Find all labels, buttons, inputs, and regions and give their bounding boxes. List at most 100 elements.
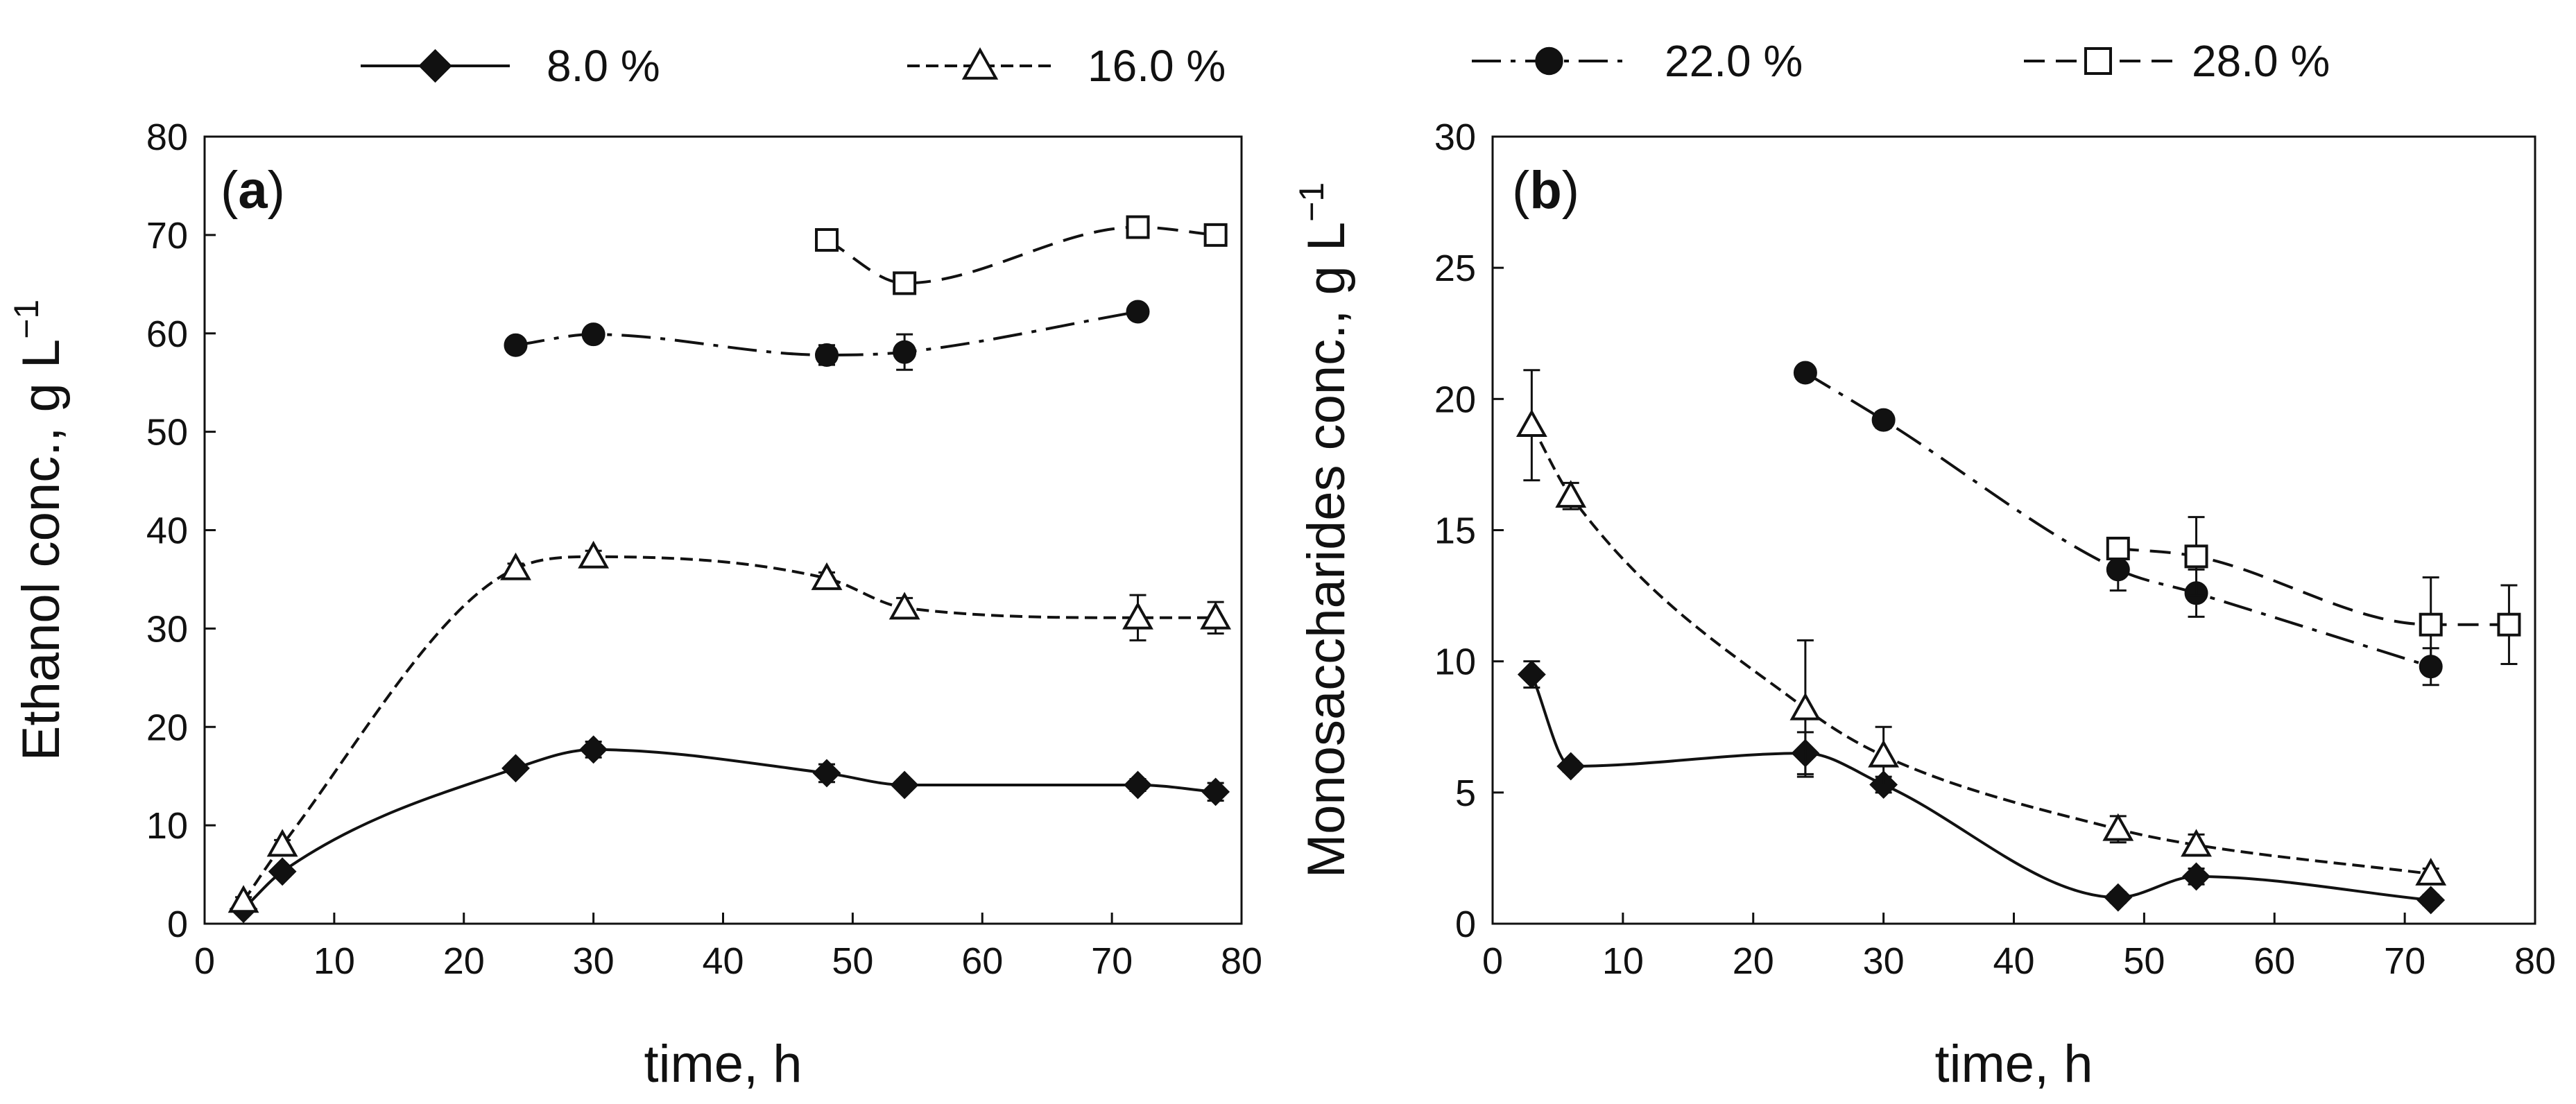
panel-b-series-s16	[1515, 369, 2447, 886]
panel-b-x-tick-label: 40	[1993, 940, 2034, 982]
panel-a-series-s16-point	[1122, 601, 1153, 630]
panel-b-y-tick-label: 5	[1455, 773, 1476, 814]
panel-a-y-tick-label: 80	[146, 117, 188, 158]
panel-a-y-tick-label: 20	[146, 707, 188, 748]
panel-b-plot-frame	[1491, 135, 2536, 925]
panel-a-y-tick-label: 0	[167, 904, 188, 945]
panel-a-series-s8-point	[812, 759, 841, 788]
panel-b-x-tick-label: 50	[2123, 940, 2165, 982]
panel-a-y-tick-label: 50	[146, 412, 188, 454]
panel-a-x-tick-label: 50	[832, 940, 873, 982]
panel-b-y-tick-label: 20	[1434, 379, 1476, 420]
panel-b-y-axis-title-text: Monosaccharides conc., g L	[1297, 222, 1356, 878]
legend-item-s22-label: 22.0 %	[1665, 36, 1803, 86]
panel-b-x-tick-label: 20	[1733, 940, 1774, 982]
panel-a-label-letter: a	[238, 161, 268, 220]
panel-b-series-s8-point	[1517, 660, 1546, 689]
panel-a-x-tick-label: 70	[1091, 940, 1133, 982]
panel-b-series-s8-point	[2104, 883, 2133, 912]
panel-b-x-tick-label: 80	[2514, 940, 2556, 982]
legend-item-s16-marker	[961, 47, 999, 80]
panel-b-series-s8-point	[2416, 886, 2446, 915]
panel-b-x-tick-label: 0	[1482, 940, 1503, 982]
panel-b-x-axis-title: time, h	[1934, 1035, 2093, 1094]
panel-a-series-s8-point	[579, 735, 608, 764]
panel-a-label: (a)	[221, 161, 285, 220]
panel-a-series-s16-point	[578, 540, 610, 569]
panel-b-series-s16-point	[2181, 829, 2212, 857]
panel-a-series-s28-point	[893, 271, 917, 295]
panel-b-x-tick-label: 60	[2253, 940, 2295, 982]
panel-a-ethanol-chart: 0 10 20 30 40 50 60 70 80 0 10 20 30 40 50 60 70 80 time, …	[7, 117, 1262, 1094]
panel-b-series-s16-point	[1515, 409, 1547, 437]
panel-a-series-s16-point	[227, 885, 259, 913]
legend-item-s8-label: 8.0 %	[547, 41, 660, 91]
panel-b-series-s16-point	[1555, 480, 1587, 508]
legend-item-s8-marker	[418, 49, 452, 83]
panel-a-series-s22-point	[504, 333, 528, 357]
panel-a-series-s16-point	[1200, 601, 1232, 630]
panel-b-label: (b)	[1512, 161, 1579, 220]
panel-b-series-s16-point	[1789, 692, 1821, 721]
panel-a-series-s16-point	[500, 552, 531, 580]
panel-a-x-tick-label: 40	[702, 940, 744, 982]
panel-b-y-axis-title-superscript: −1	[1292, 182, 1331, 222]
panel-b-series-s22-line	[1804, 371, 2432, 669]
panel-a-series-s28-point	[815, 227, 839, 252]
panel-b-series-s22-point	[1871, 408, 1896, 432]
panel-a-x-tick-label: 10	[314, 940, 355, 982]
panel-a-x-axis-title: time, h	[644, 1035, 802, 1094]
panel-b-y-tick-label: 0	[1455, 904, 1476, 945]
panel-b-series-s22	[1793, 361, 2443, 687]
panel-b-series-s16-line	[1530, 424, 2431, 876]
panel-b-y-tick-label: 25	[1434, 248, 1476, 289]
panel-a-series-s16	[227, 540, 1232, 913]
panel-b-series-s28-point	[2419, 612, 2443, 637]
panel-b-series-s16-point	[2415, 858, 2447, 886]
panel-b-series-s8-point	[1556, 752, 1586, 781]
panel-a-y-tick-label: 40	[146, 510, 188, 552]
panel-b-x-tick-label: 30	[1863, 940, 1905, 982]
panel-a-series-s8-point	[890, 770, 919, 800]
panel-a-x-tick-label: 60	[961, 940, 1003, 982]
panel-b-label-letter: b	[1529, 161, 1561, 220]
panel-a-y-axis-title-text: Ethanol conc., g L	[12, 339, 71, 761]
panel-a-series-s22-point	[1126, 300, 1150, 324]
panel-a-plot-frame	[203, 135, 1243, 925]
panel-b-series-s28-line	[2118, 546, 2509, 626]
panel-a-series-s8-point	[1201, 777, 1230, 807]
panel-a-y-tick-label: 10	[146, 805, 188, 847]
panel-b-y-tick-label: 15	[1434, 510, 1476, 552]
panel-b-series-s22-point	[1793, 361, 1817, 385]
panel-a-y-axis-title: Ethanol conc., g L−1	[7, 300, 71, 761]
panel-a-y-tick-label: 60	[146, 313, 188, 355]
panel-b-y-axis-title: Monosaccharides conc., g L−1	[1292, 182, 1356, 878]
panel-b-series-s28-point	[2106, 536, 2130, 560]
legend-item-s16-label: 16.0 %	[1088, 41, 1226, 91]
panel-b-series-s8-line	[1530, 673, 2431, 902]
panel-a-series-s8	[229, 735, 1230, 924]
panel-b-series-s28-point	[2497, 612, 2521, 637]
panel-a-series-s8-point	[268, 857, 297, 886]
legend-item-s22-marker	[1535, 46, 1563, 76]
panel-b-series-s16-point	[1868, 739, 1900, 768]
panel-a-series-s16-point	[888, 592, 920, 620]
legend-item-s28-marker	[2084, 47, 2112, 75]
panel-a-y-tick-label: 30	[146, 608, 188, 650]
panel-a-x-tick-label: 20	[443, 940, 485, 982]
legend-item-s28: 28.0 %	[2024, 36, 2330, 86]
legend-item-s22: 22.0 %	[1472, 36, 1803, 86]
panel-a-x-tick-label: 0	[194, 940, 215, 982]
panel-a-series-s16-line	[242, 555, 1216, 902]
panel-a-series-s16-point	[266, 829, 298, 857]
panel-a-series-s22-point	[581, 322, 606, 347]
panel-b-series-s16-point	[2102, 813, 2134, 841]
panel-a-series-s16-point	[811, 562, 843, 590]
legend-item-s28-label: 28.0 %	[2192, 36, 2330, 86]
panel-b-series-s8	[1517, 660, 2446, 915]
panel-b-y-tick-label: 10	[1434, 641, 1476, 683]
panel-a-x-tick-label: 30	[573, 940, 615, 982]
panel-a-series-s8-point	[1124, 770, 1152, 800]
panel-a-series-s28-point	[1203, 223, 1228, 247]
